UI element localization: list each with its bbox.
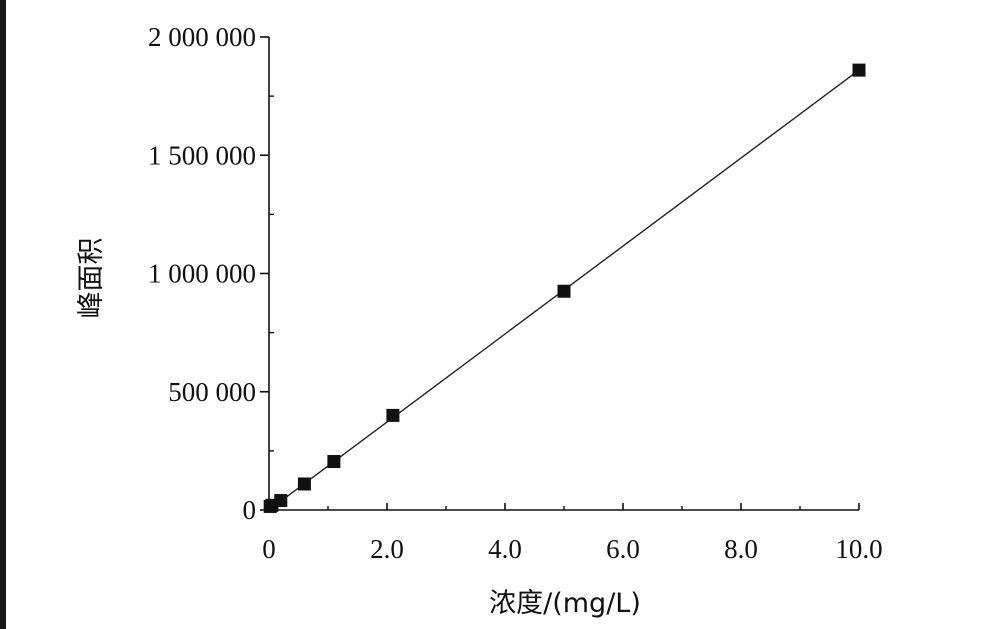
data-points <box>263 63 866 513</box>
y-tick-labels: 0 500 000 1 000 000 1 500 000 2 000 000 <box>148 22 256 525</box>
y-axis-title: 峰面积 <box>76 238 107 319</box>
x-tick-label: 0 <box>262 534 276 564</box>
data-point <box>852 63 866 77</box>
y-tick-label: 0 <box>243 495 257 525</box>
x-tick-label: 4.0 <box>488 534 522 564</box>
data-point <box>386 408 400 422</box>
x-tick-labels: 0 2.0 4.0 6.0 8.0 10.0 <box>262 534 882 564</box>
data-point <box>297 477 311 491</box>
y-tick-label: 500 000 <box>168 377 256 407</box>
y-tick-label: 1 500 000 <box>148 140 256 170</box>
x-axis-title: 浓度/(mg/L) <box>489 588 641 619</box>
x-tick-label: 2.0 <box>370 534 404 564</box>
data-point <box>557 284 571 298</box>
y-tick-label: 2 000 000 <box>148 22 256 52</box>
data-point <box>274 494 288 508</box>
x-tick-label: 8.0 <box>724 534 758 564</box>
y-tick-label: 1 000 000 <box>148 259 256 289</box>
axes <box>260 36 860 511</box>
left-border <box>0 0 6 629</box>
data-point <box>327 455 341 469</box>
x-tick-label: 10.0 <box>835 534 882 564</box>
x-tick-label: 6.0 <box>606 534 640 564</box>
